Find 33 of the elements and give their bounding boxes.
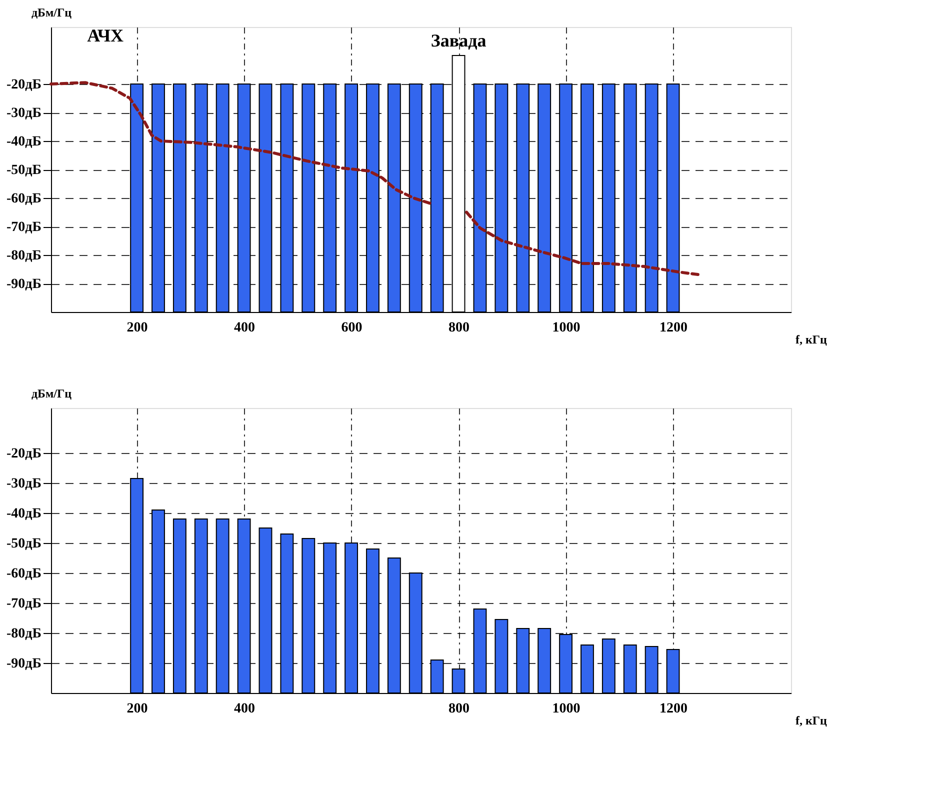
y-tick-label: -70дБ [6,596,42,612]
y-tick-label: -70дБ [6,220,42,235]
x-tick-label: 1200 [660,320,688,336]
y-tick-label: -20дБ [6,78,42,92]
text: АЧХ [87,26,124,46]
y-tick-label: -40дБ [6,506,42,522]
y-axis-title: дБм/Гц [31,386,72,400]
y-tick-label: -80дБ [6,626,42,642]
x-tick-label: 1000 [552,320,580,336]
x-tick-label: 1000 [552,702,580,716]
x-tick-label: 200 [126,702,148,716]
x-tick-label: 800 [448,702,470,716]
y-tick-label: -30дБ [6,106,42,121]
x-axis-title: f, кГц [796,332,828,346]
x-tick-label: 400 [234,702,256,716]
x-tick-label: 800 [448,320,470,336]
y-axis-title: дБм/Гц [31,6,72,20]
annotation: Завада [430,30,486,50]
y-tick-label: -60дБ [6,192,42,206]
y-tick-label: -60дБ [6,566,42,582]
y-tick-label: -90дБ [6,277,42,292]
y-tick-label: -50дБ [6,163,42,178]
y-tick-label: -50дБ [6,536,42,552]
x-tick-label: 200 [126,320,148,336]
y-tick-label: -40дБ [6,134,42,150]
y-tick-label: -30дБ [6,476,42,492]
x-tick-label: 400 [234,320,256,336]
x-tick-label: 600 [341,320,362,336]
x-tick-label: 1200 [660,702,688,716]
x-axis-title: f, кГц [796,714,828,728]
y-tick-label: -90дБ [6,656,42,672]
y-tick-label: -80дБ [6,248,42,264]
y-tick-label: -20дБ [6,446,42,462]
